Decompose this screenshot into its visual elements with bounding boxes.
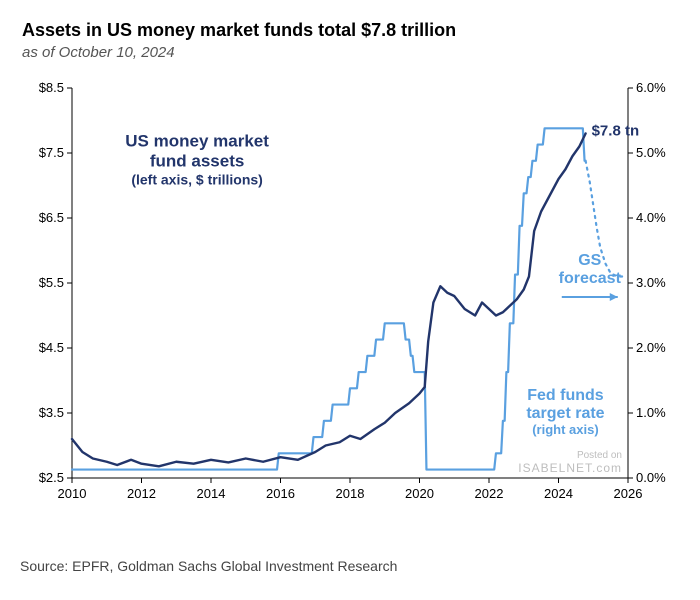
source-line: Source: EPFR, Goldman Sachs Global Inves… <box>20 558 397 574</box>
mmf-label-3: (left axis, $ trillions) <box>131 172 262 188</box>
watermark-2: ISABELNET.com <box>518 461 622 475</box>
y-right-tick-label: 6.0% <box>636 80 666 95</box>
x-tick-label: 2026 <box>614 486 643 501</box>
mmf-label-2: fund assets <box>150 152 244 171</box>
chart-title: Assets in US money market funds total $7… <box>22 20 456 41</box>
gs-forecast-label-1: GS <box>578 252 601 269</box>
y-left-tick-label: $8.5 <box>39 80 64 95</box>
chart-subtitle: as of October 10, 2024 <box>22 44 175 61</box>
y-left-tick-label: $7.5 <box>39 145 64 160</box>
page-root: Assets in US money market funds total $7… <box>0 0 700 600</box>
fed-label-1: Fed funds <box>527 387 604 404</box>
y-right-tick-label: 3.0% <box>636 275 666 290</box>
y-right-tick-label: 0.0% <box>636 470 666 485</box>
y-right-tick-label: 2.0% <box>636 340 666 355</box>
x-tick-label: 2014 <box>197 486 226 501</box>
x-tick-label: 2018 <box>336 486 365 501</box>
y-right-tick-label: 1.0% <box>636 405 666 420</box>
y-left-tick-label: $6.5 <box>39 210 64 225</box>
chart-svg: $2.5 $3.5 $4.5 $5.5 $6.5 $7.5 $8.5 0.0% 1.0% 2.0%… <box>22 78 678 528</box>
y-left-tick-label: $3.5 <box>39 405 64 420</box>
y-left-tick-label: $4.5 <box>39 340 64 355</box>
x-tick-label: 2022 <box>475 486 504 501</box>
y-left-tick-label: $5.5 <box>39 275 64 290</box>
y-right-tick-label: 5.0% <box>636 145 666 160</box>
watermark-1: Posted on <box>577 450 622 461</box>
gs-forecast-label-2: forecast <box>559 270 622 287</box>
gs-forecast-arrowhead-icon <box>610 293 618 301</box>
x-tick-label: 2012 <box>127 486 156 501</box>
chart-container: $2.5 $3.5 $4.5 $5.5 $6.5 $7.5 $8.5 0.0% 1.0% 2.0%… <box>22 78 678 528</box>
fed-label-3: (right axis) <box>532 422 598 437</box>
y-left-tick-label: $2.5 <box>39 470 64 485</box>
fed-label-2: target rate <box>526 405 604 422</box>
mmf-label-1: US money market <box>125 132 269 151</box>
x-tick-label: 2016 <box>266 486 295 501</box>
x-tick-label: 2010 <box>58 486 87 501</box>
endpoint-label: $7.8 tn <box>592 123 640 140</box>
x-tick-label: 2020 <box>405 486 434 501</box>
x-tick-label: 2024 <box>544 486 573 501</box>
y-right-tick-label: 4.0% <box>636 210 666 225</box>
